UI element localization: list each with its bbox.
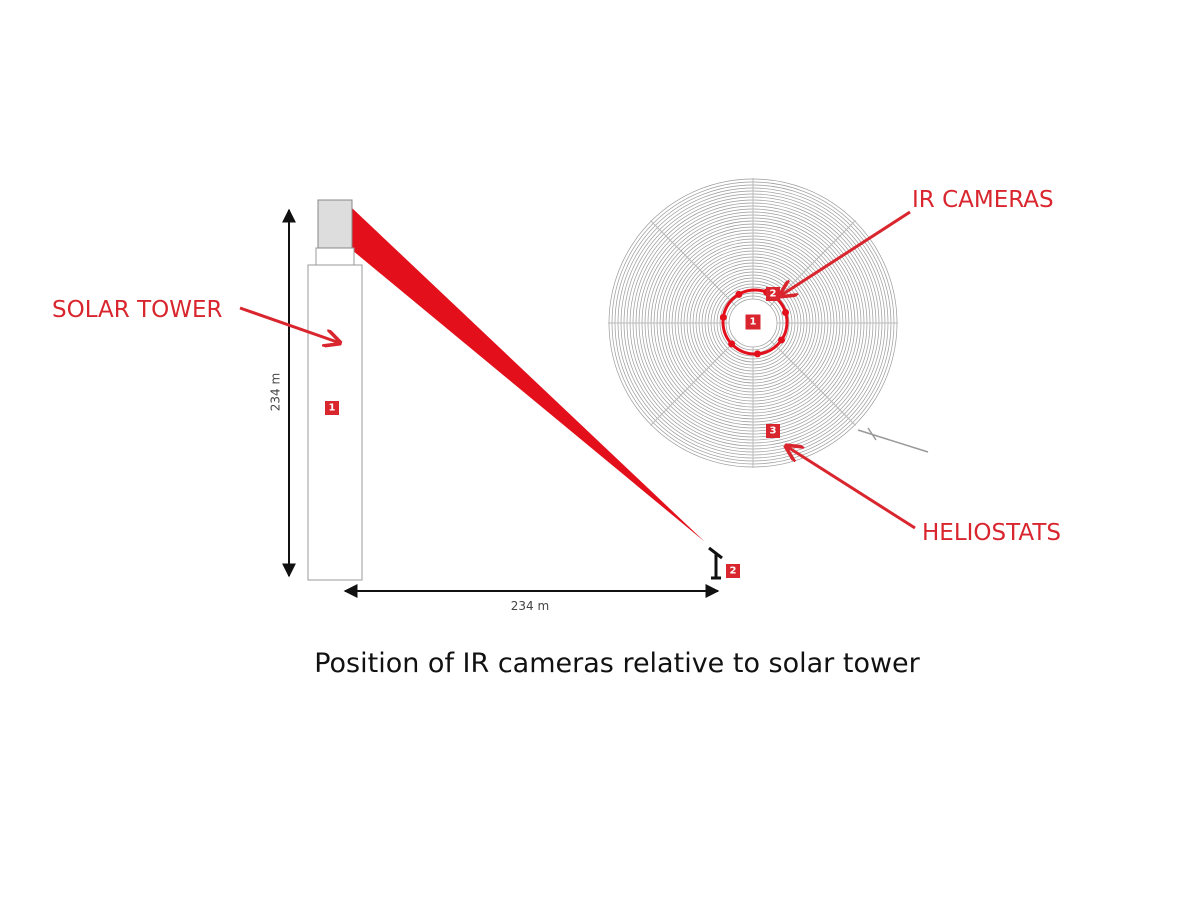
top-view-overlay: 1 2 3: [719, 287, 929, 453]
heliostat-marker: 3: [766, 424, 780, 438]
tower-receiver: [317, 199, 353, 249]
ir-cameras-arrow: [780, 210, 911, 296]
heliostat-field: [608, 178, 898, 468]
marker-text: 3: [770, 426, 777, 437]
field-spoke: [769, 339, 856, 426]
camera-dot: [782, 308, 790, 316]
caption: Position of IR cameras relative to solar…: [314, 648, 920, 679]
camera-icon: [708, 546, 723, 580]
solar-tower-arrow: [239, 306, 340, 343]
side-view: 234 m 234 m 1 2: [269, 199, 740, 613]
marker-text: 2: [730, 566, 737, 577]
camera-dot: [777, 336, 785, 344]
top-camera-marker: 2: [766, 287, 780, 301]
camera-beam: [352, 208, 705, 542]
road: [857, 427, 929, 453]
solar-tower-label: SOLAR TOWER: [52, 297, 222, 323]
heliostats-label: HELIOSTATS: [922, 520, 1061, 546]
camera-dot: [735, 290, 743, 298]
ir-cameras-label: IR CAMERAS: [912, 187, 1054, 213]
tower-marker: 1: [325, 401, 339, 415]
camera-dot: [728, 340, 736, 348]
heliostats-arrow: [786, 446, 916, 530]
field-spoke: [650, 220, 737, 307]
marker-text: 1: [750, 317, 757, 328]
marker-text: 1: [329, 403, 336, 414]
top-tower-marker: 1: [742, 311, 764, 333]
distance-label: 234 m: [511, 599, 549, 613]
height-label: 234 m: [269, 373, 283, 411]
tower-body: [307, 264, 363, 581]
field-spoke: [650, 339, 737, 426]
camera-dot: [719, 313, 727, 321]
camera-marker: 2: [726, 564, 740, 578]
tower-neck: [315, 247, 355, 266]
camera-dot: [753, 350, 761, 358]
marker-text: 2: [770, 289, 777, 300]
